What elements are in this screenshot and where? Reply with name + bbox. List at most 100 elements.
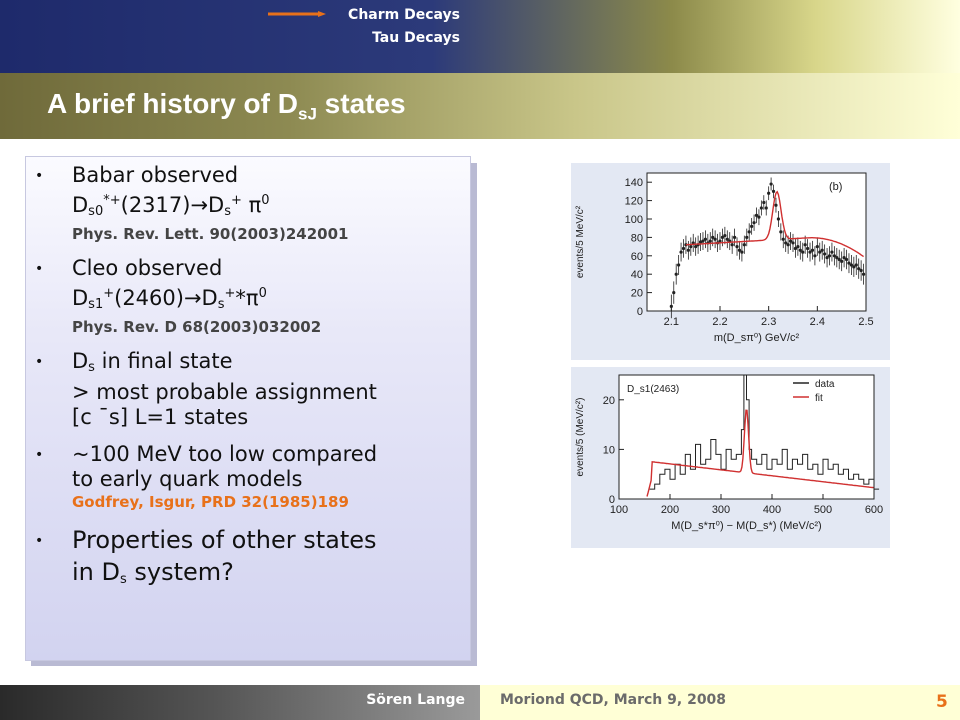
bullet-formula: Ds0*+(2317)→Ds+ π0: [72, 193, 270, 219]
data-point: [703, 237, 707, 241]
data-point: [835, 256, 839, 260]
list-item: • Properties of other states in Ds syste…: [35, 524, 465, 596]
list-item: • Ds in final state > most probable assi…: [35, 349, 465, 430]
x-tick-label: 100: [610, 504, 628, 516]
data-point: [759, 206, 763, 210]
y-axis-label: events/5 (MeV/c²): [575, 398, 586, 477]
bullet-formula: Ds1+(2460)→Ds+*π0: [72, 286, 267, 312]
data-point: [823, 252, 827, 256]
data-point: [742, 243, 746, 247]
bullet-text: Babar observed: [72, 163, 239, 187]
data-point: [825, 256, 829, 260]
data-point: [779, 230, 783, 234]
data-point: [747, 230, 751, 234]
conference-name: Moriond QCD, March 9, 2008: [500, 692, 727, 708]
bullet-dot-icon: •: [35, 354, 44, 370]
data-point: [781, 237, 785, 241]
data-point: [708, 239, 712, 243]
data-point: [718, 239, 722, 243]
data-point: [859, 268, 863, 273]
data-point: [852, 265, 856, 269]
y-tick-label: 0: [637, 306, 643, 318]
data-point: [713, 237, 717, 241]
y-tick-label: 40: [631, 269, 643, 281]
x-tick-label: 300: [712, 504, 730, 516]
fit-curve: [646, 409, 874, 497]
list-item: • Babar observed Ds0*+(2317)→Ds+ π0 Phys…: [35, 163, 465, 244]
y-tick-label: 20: [603, 395, 615, 407]
data-point: [720, 235, 725, 239]
reference: Phys. Rev. D 68(2003)032002: [72, 318, 322, 336]
data-point: [861, 272, 866, 276]
data-point: [771, 189, 776, 193]
panel-label: D_s1(2463): [627, 384, 679, 395]
slide-title: A brief history of DsJ states: [47, 88, 406, 124]
panel-label: (b): [829, 181, 842, 193]
data-point: [803, 243, 807, 247]
legend-label-data: data: [815, 379, 835, 390]
data-point: [764, 206, 768, 210]
data-point: [723, 233, 727, 238]
data-point: [801, 250, 805, 254]
data-point: [793, 246, 798, 251]
data-point: [698, 240, 703, 244]
data-point: [854, 263, 858, 267]
data-point: [681, 246, 686, 251]
data-point: [791, 241, 795, 245]
data-point: [694, 245, 698, 249]
data-point: [842, 256, 846, 260]
data-point: [808, 250, 812, 254]
data-point: [701, 239, 705, 243]
bullet-list: • Babar observed Ds0*+(2317)→Ds+ π0 Phys…: [35, 163, 465, 608]
data-point: [788, 239, 793, 243]
data-point: [754, 213, 759, 217]
data-point: [737, 248, 742, 252]
data-point: [832, 254, 836, 258]
x-tick-label: 2.1: [664, 316, 679, 328]
bullet-text: Ds in final state: [72, 349, 233, 375]
data-point: [818, 250, 822, 254]
bullet-text: to early quark models: [72, 467, 303, 491]
data-point: [847, 261, 851, 265]
x-tick-label: 500: [814, 504, 832, 516]
data-point: [686, 248, 690, 252]
x-tick-label: 2.3: [761, 316, 776, 328]
data-point: [730, 243, 734, 247]
babar-mass-spectrum-chart: 2.1 2.2 2.3 2.4 2.5 0 20 40 60 80 100 120 140 m(D_sπ⁰…: [575, 172, 874, 344]
bullet-text: Cleo observed: [72, 256, 223, 280]
bullet-text: Properties of other states: [72, 526, 377, 554]
data-point: [798, 248, 802, 252]
data-point: [762, 200, 766, 205]
data-point: [745, 235, 749, 239]
data-point: [830, 250, 834, 254]
bullet-dot-icon: •: [35, 261, 44, 277]
cleo-mass-difference-chart: 100 200 300 400 500 600 0 10 20 M(D_s*π⁰) − M(D_s…: [575, 374, 883, 532]
bullet-dot-icon: •: [35, 447, 44, 463]
nav-item-tau-decays[interactable]: Tau Decays: [372, 30, 460, 46]
data-point: [767, 191, 771, 195]
current-section-arrow-icon: [268, 11, 326, 17]
data-point: [857, 267, 861, 271]
data-point: [740, 250, 744, 254]
y-tick-label: 60: [631, 251, 643, 263]
bullet-text: [c ¯s] L=1 states: [72, 405, 249, 429]
plot-frame: [646, 172, 867, 312]
list-item: • Cleo observed Ds1+(2460)→Ds+*π0 Phys. …: [35, 256, 465, 337]
page-number: 5: [936, 692, 948, 712]
data-point: [774, 203, 778, 207]
bullet-dot-icon: •: [35, 168, 44, 184]
data-point: [725, 237, 729, 241]
data-point: [674, 272, 678, 276]
cleo-figure: 100 200 300 400 500 600 0 10 20 M(D_s*π⁰) − M(D_s…: [571, 367, 890, 548]
x-axis-label: M(D_s*π⁰) − M(D_s*) (MeV/c²): [671, 520, 821, 532]
data-point: [820, 248, 824, 252]
y-tick-label: 140: [625, 177, 643, 189]
data-point: [757, 215, 761, 219]
data-histogram: [649, 374, 880, 490]
footer-left-bar: [0, 685, 480, 720]
x-axis-label: m(D_sπ⁰) GeV/c²: [714, 332, 800, 344]
nav-item-charm-decays[interactable]: Charm Decays: [348, 7, 460, 23]
data-point: [733, 235, 737, 239]
babar-figure: 2.1 2.2 2.3 2.4 2.5 0 20 40 60 80 100 120 140 m(D_sπ⁰…: [571, 163, 890, 360]
data-point: [796, 245, 800, 249]
